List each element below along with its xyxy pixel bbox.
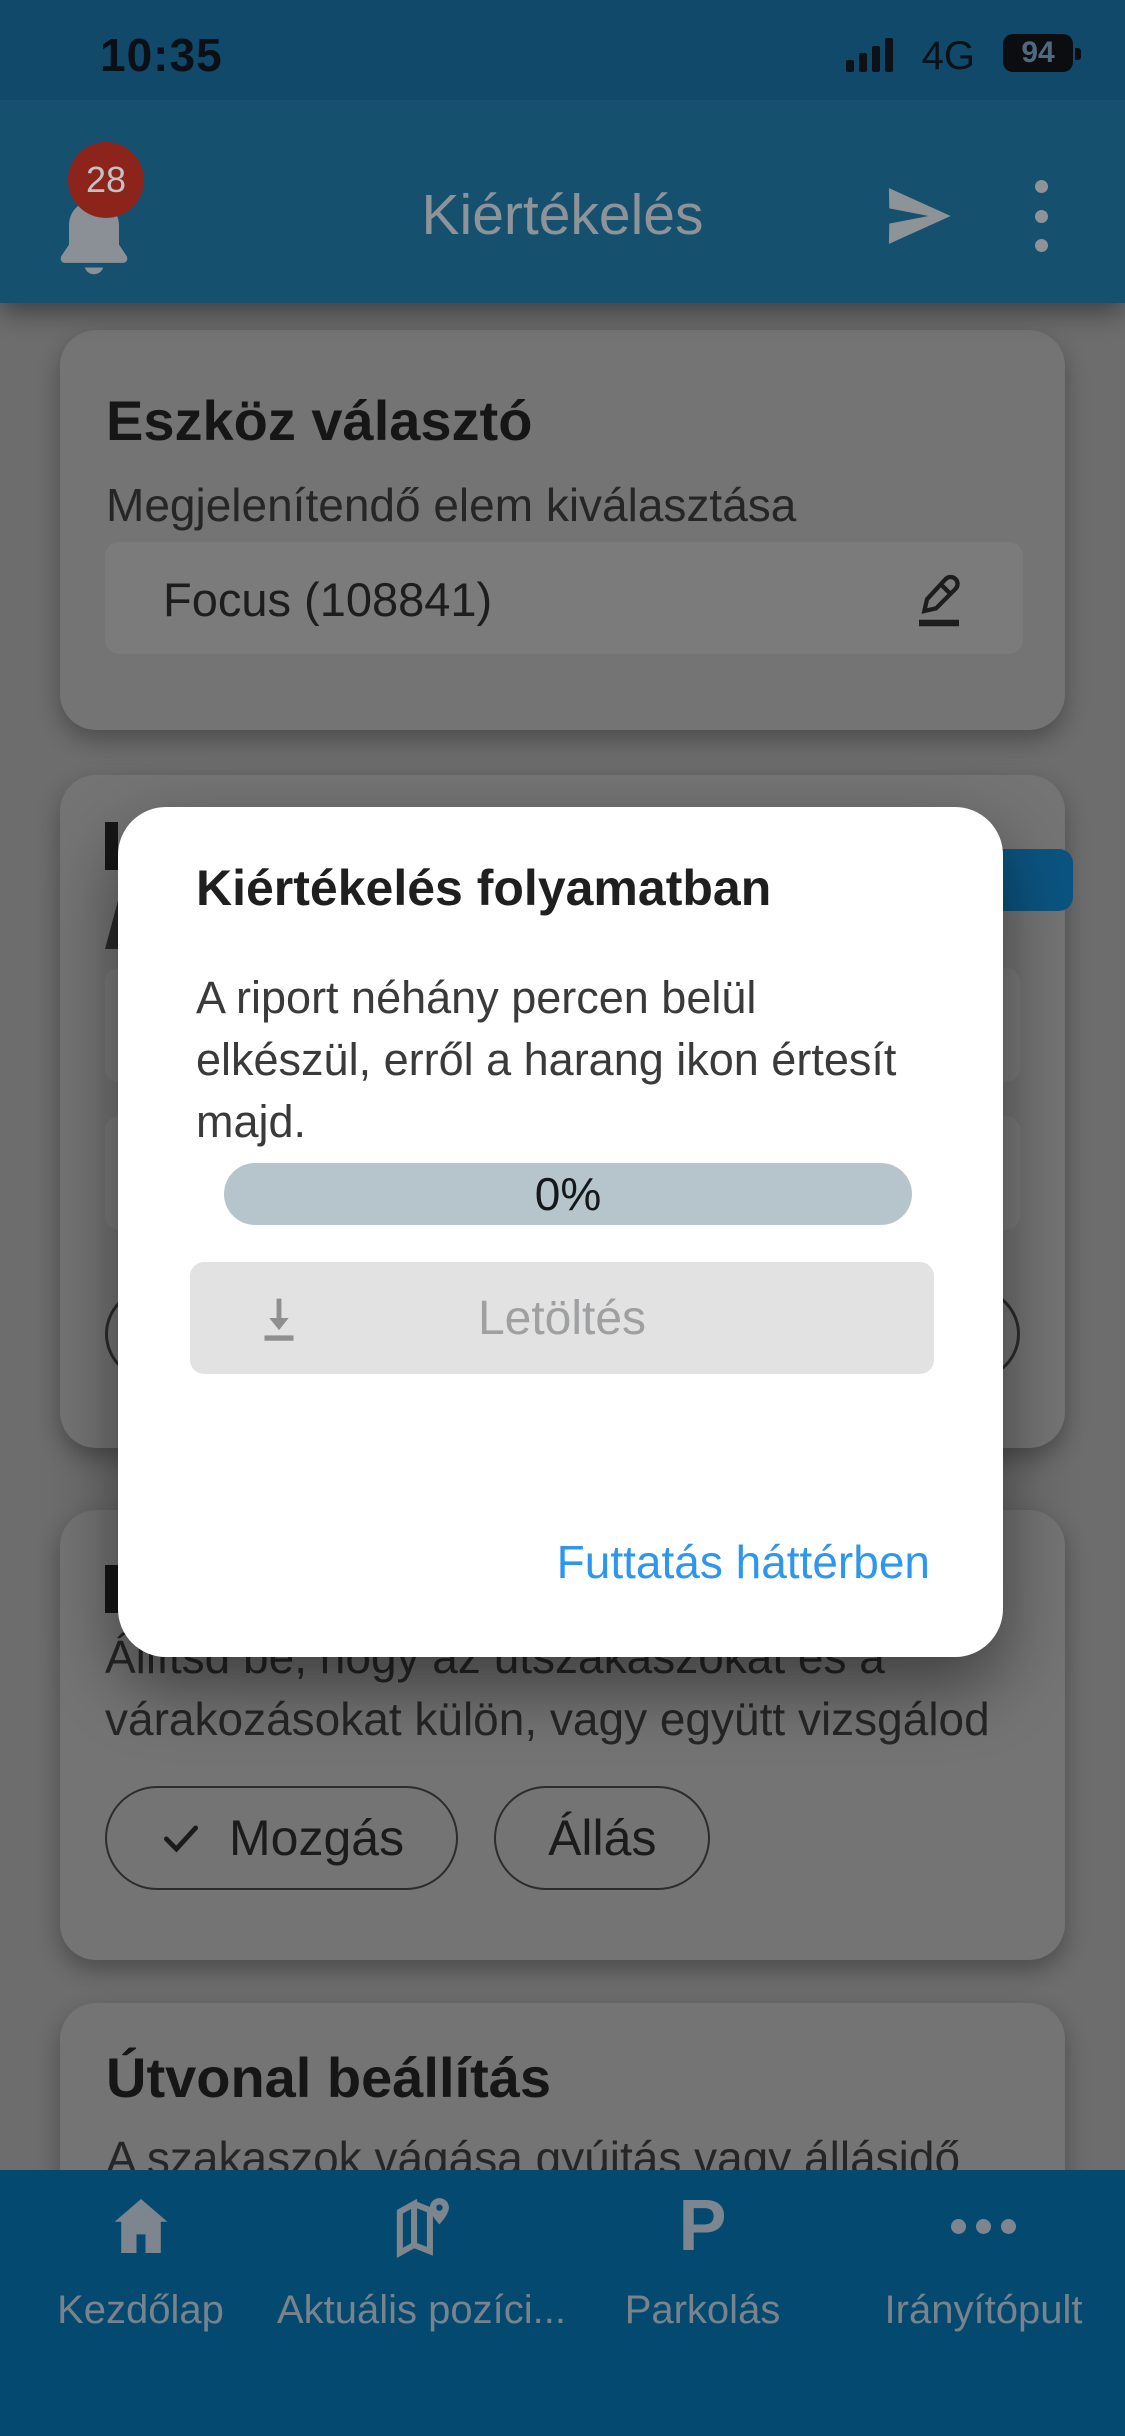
nav-label-current-position: Aktuális pozíci... xyxy=(277,2288,567,2332)
app-header: 28 Kiértékelés xyxy=(0,100,1125,303)
send-icon xyxy=(888,188,951,244)
status-bar: 10:35 4G 94 xyxy=(0,0,1125,100)
download-icon xyxy=(264,1298,294,1341)
dialog-body: A riport néhány percen belül elkészül, e… xyxy=(196,972,897,1147)
chip-label: Mozgás xyxy=(229,1810,405,1866)
battery-icon: 94 xyxy=(1003,34,1073,72)
bottom-navigation: Kezdőlap Aktuális pozíci... P Parkolás I… xyxy=(0,2170,1125,2436)
nav-item-home[interactable]: Kezdőlap xyxy=(0,2170,281,2436)
download-button[interactable]: Letöltés xyxy=(190,1262,934,1374)
nav-item-current-position[interactable]: Aktuális pozíci... xyxy=(277,2170,566,2436)
chip-label: Állás xyxy=(548,1810,657,1866)
nav-label-parking: Parkolás xyxy=(624,2288,781,2332)
chip-allas[interactable]: Állás xyxy=(494,1786,711,1890)
page-title: Kiértékelés xyxy=(421,183,704,247)
movement-chip-row: Mozgás Állás xyxy=(105,1786,711,1890)
notifications-button[interactable]: 28 xyxy=(44,142,154,290)
check-icon xyxy=(163,1825,199,1853)
dialog-title: Kiértékelés folyamatban xyxy=(196,860,772,916)
map-pin-icon xyxy=(396,2198,449,2259)
nav-item-dashboard[interactable]: Irányítópult xyxy=(843,2170,1124,2436)
overflow-menu-button[interactable] xyxy=(1021,174,1061,258)
dashboard-dots-icon xyxy=(951,2188,1016,2264)
evaluation-progress-dialog: Kiértékelés folyamatban A riport néhány … xyxy=(118,807,1003,1657)
edit-pencil-icon[interactable] xyxy=(907,564,971,634)
device-card-subtitle: Megjelenítendő elem kiválasztása xyxy=(106,479,797,531)
download-label: Letöltés xyxy=(477,1291,647,1345)
signal-strength-icon xyxy=(846,38,893,72)
nav-item-parking[interactable]: P Parkolás xyxy=(562,2170,843,2436)
device-select-value: Focus (108841) xyxy=(163,573,493,626)
route-card-title: Útvonal beállítás xyxy=(106,2046,552,2109)
status-time: 10:35 xyxy=(100,29,223,81)
send-report-button[interactable] xyxy=(881,178,957,254)
occluded-title-fragment xyxy=(105,822,118,870)
network-type-label: 4G xyxy=(921,34,975,78)
occluded-text-fragment xyxy=(105,897,119,949)
dot xyxy=(1034,180,1048,193)
progress-bar: 0% xyxy=(224,1163,912,1225)
dot xyxy=(1034,209,1048,223)
run-in-background-link[interactable]: Futtatás háttérben xyxy=(556,1536,930,1588)
device-select-field[interactable]: Focus (108841) xyxy=(105,542,1023,654)
notification-badge: 28 xyxy=(68,142,144,218)
dot xyxy=(1034,239,1048,252)
movement-subtitle-line2: várakozásokat külön, vagy együtt vizsgál… xyxy=(105,1693,990,1745)
nav-label-home: Kezdőlap xyxy=(57,2288,224,2332)
home-icon xyxy=(114,2199,167,2253)
battery-cap xyxy=(1075,48,1081,60)
parking-icon: P xyxy=(678,2186,727,2266)
device-selector-card: Eszköz választó Megjelenítendő elem kivá… xyxy=(60,330,1065,730)
device-card-title: Eszköz választó xyxy=(106,389,533,452)
nav-label-dashboard: Irányítópult xyxy=(884,2288,1083,2332)
occluded-title-fragment xyxy=(105,1565,119,1613)
chip-mozgas[interactable]: Mozgás xyxy=(105,1786,459,1890)
